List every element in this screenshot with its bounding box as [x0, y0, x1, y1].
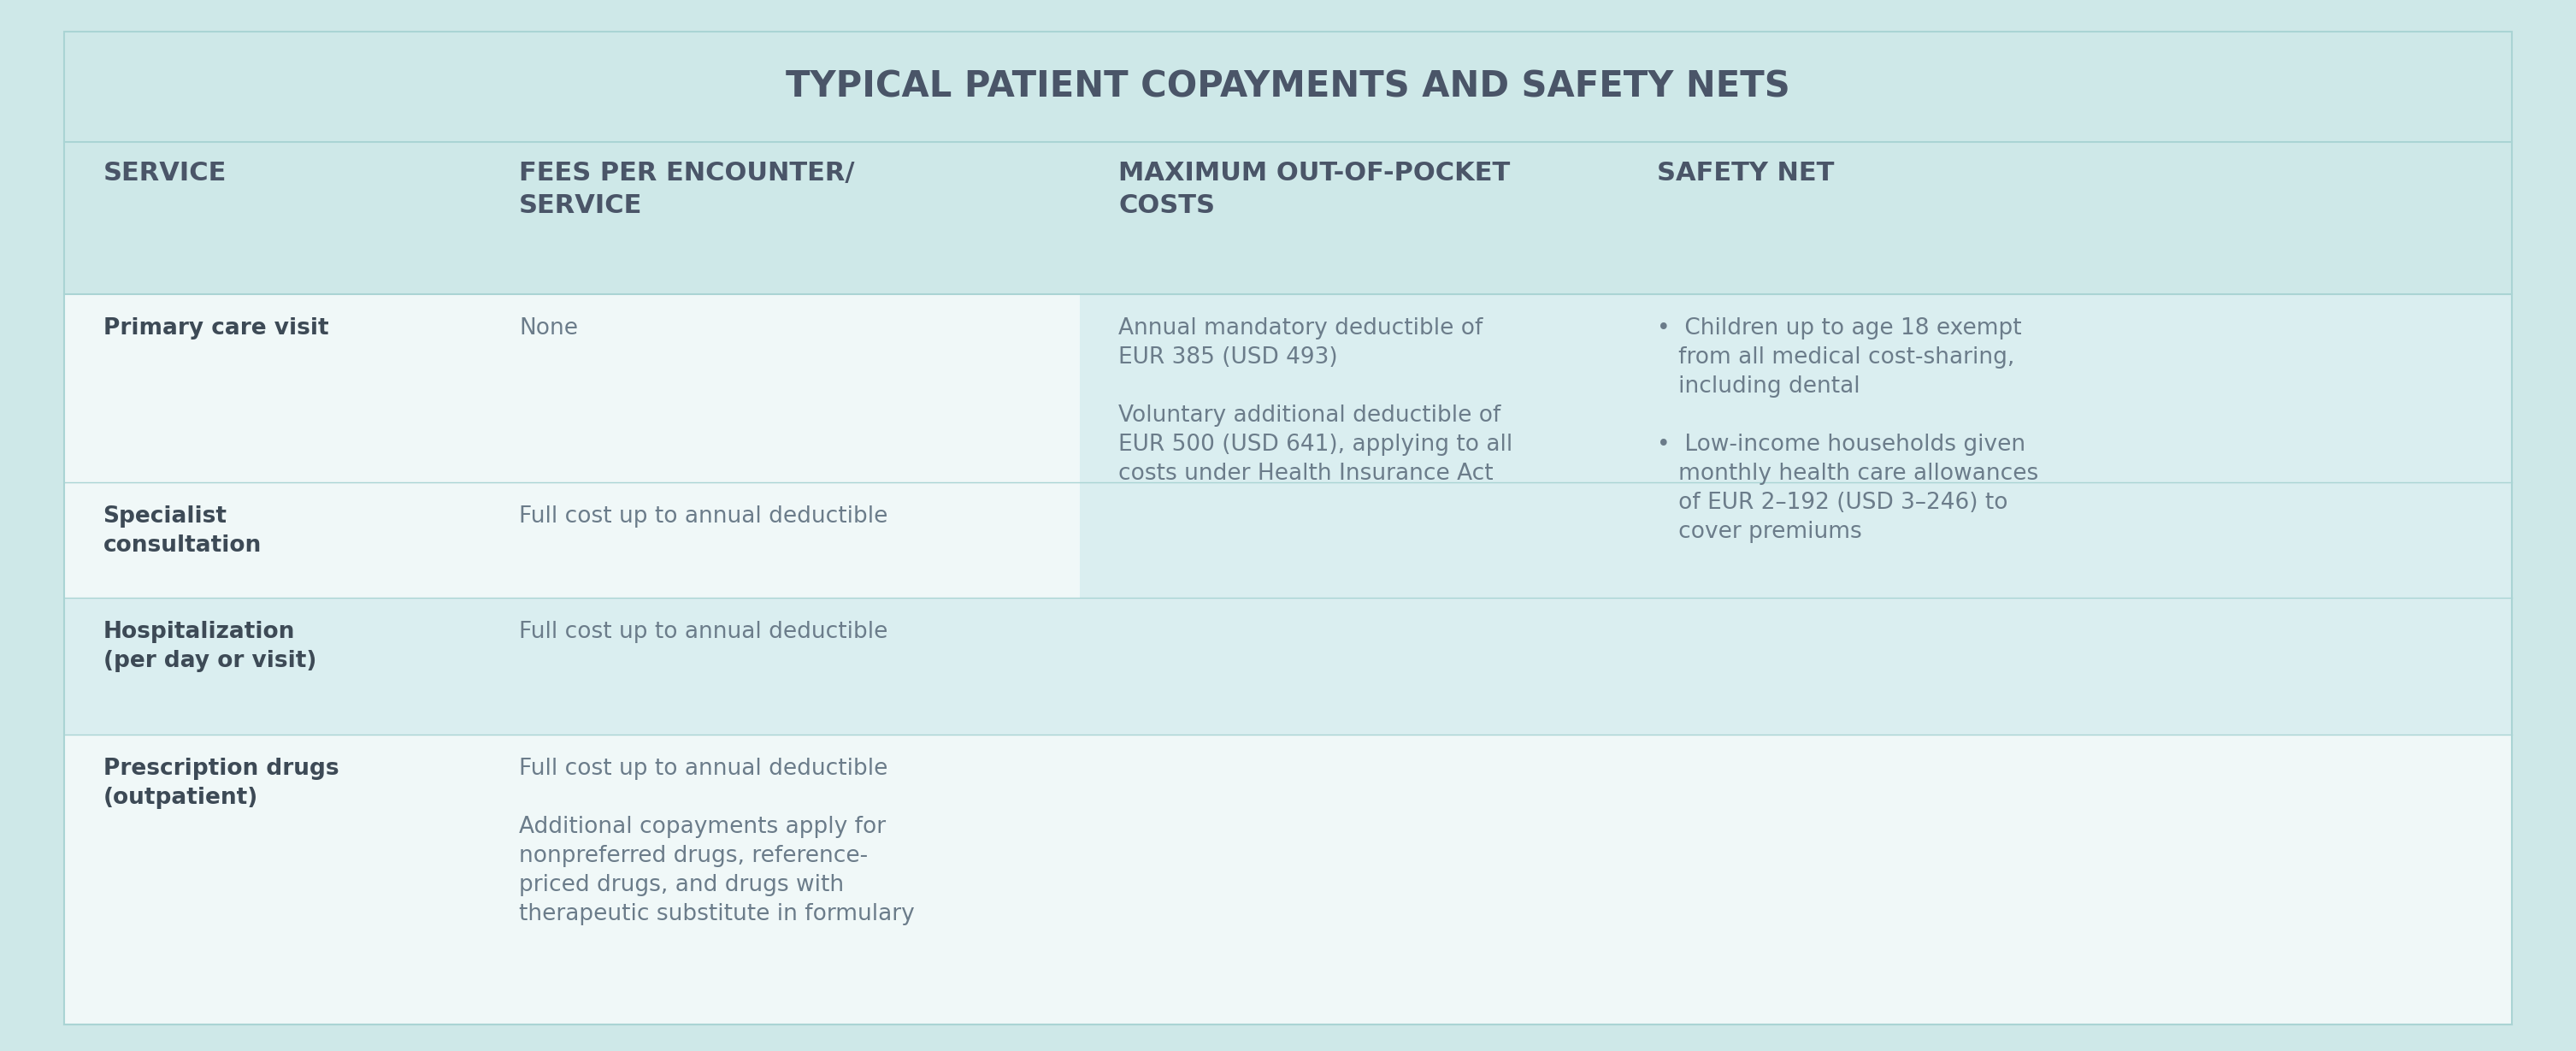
- Bar: [64, 294, 1079, 482]
- Text: TYPICAL PATIENT COPAYMENTS AND SAFETY NETS: TYPICAL PATIENT COPAYMENTS AND SAFETY NE…: [786, 68, 1790, 105]
- Bar: [64, 598, 1079, 735]
- Text: SERVICE: SERVICE: [103, 161, 227, 186]
- Text: •  Children up to age 18 exempt
   from all medical cost-sharing,
   including d: • Children up to age 18 exempt from all …: [1656, 317, 2038, 543]
- Text: Primary care visit: Primary care visit: [103, 317, 327, 339]
- Text: MAXIMUM OUT-OF-POCKET
COSTS: MAXIMUM OUT-OF-POCKET COSTS: [1118, 161, 1510, 219]
- Text: Full cost up to annual deductible

Additional copayments apply for
nonpreferred : Full cost up to annual deductible Additi…: [520, 758, 914, 925]
- Text: Full cost up to annual deductible: Full cost up to annual deductible: [520, 506, 889, 528]
- Text: Prescription drugs
(outpatient): Prescription drugs (outpatient): [103, 758, 337, 808]
- Text: Specialist
consultation: Specialist consultation: [103, 506, 260, 557]
- Text: FEES PER ENCOUNTER/
SERVICE: FEES PER ENCOUNTER/ SERVICE: [520, 161, 855, 219]
- Bar: [64, 482, 1079, 598]
- Bar: [1079, 294, 2512, 735]
- Text: Annual mandatory deductible of
EUR 385 (USD 493)

Voluntary additional deductibl: Annual mandatory deductible of EUR 385 (…: [1118, 317, 1512, 485]
- Text: None: None: [520, 317, 577, 339]
- Text: Hospitalization
(per day or visit): Hospitalization (per day or visit): [103, 621, 317, 672]
- Bar: [64, 142, 2512, 294]
- Bar: [64, 735, 2512, 1025]
- Bar: [64, 32, 2512, 142]
- Text: SAFETY NET: SAFETY NET: [1656, 161, 1834, 186]
- Text: Full cost up to annual deductible: Full cost up to annual deductible: [520, 621, 889, 643]
